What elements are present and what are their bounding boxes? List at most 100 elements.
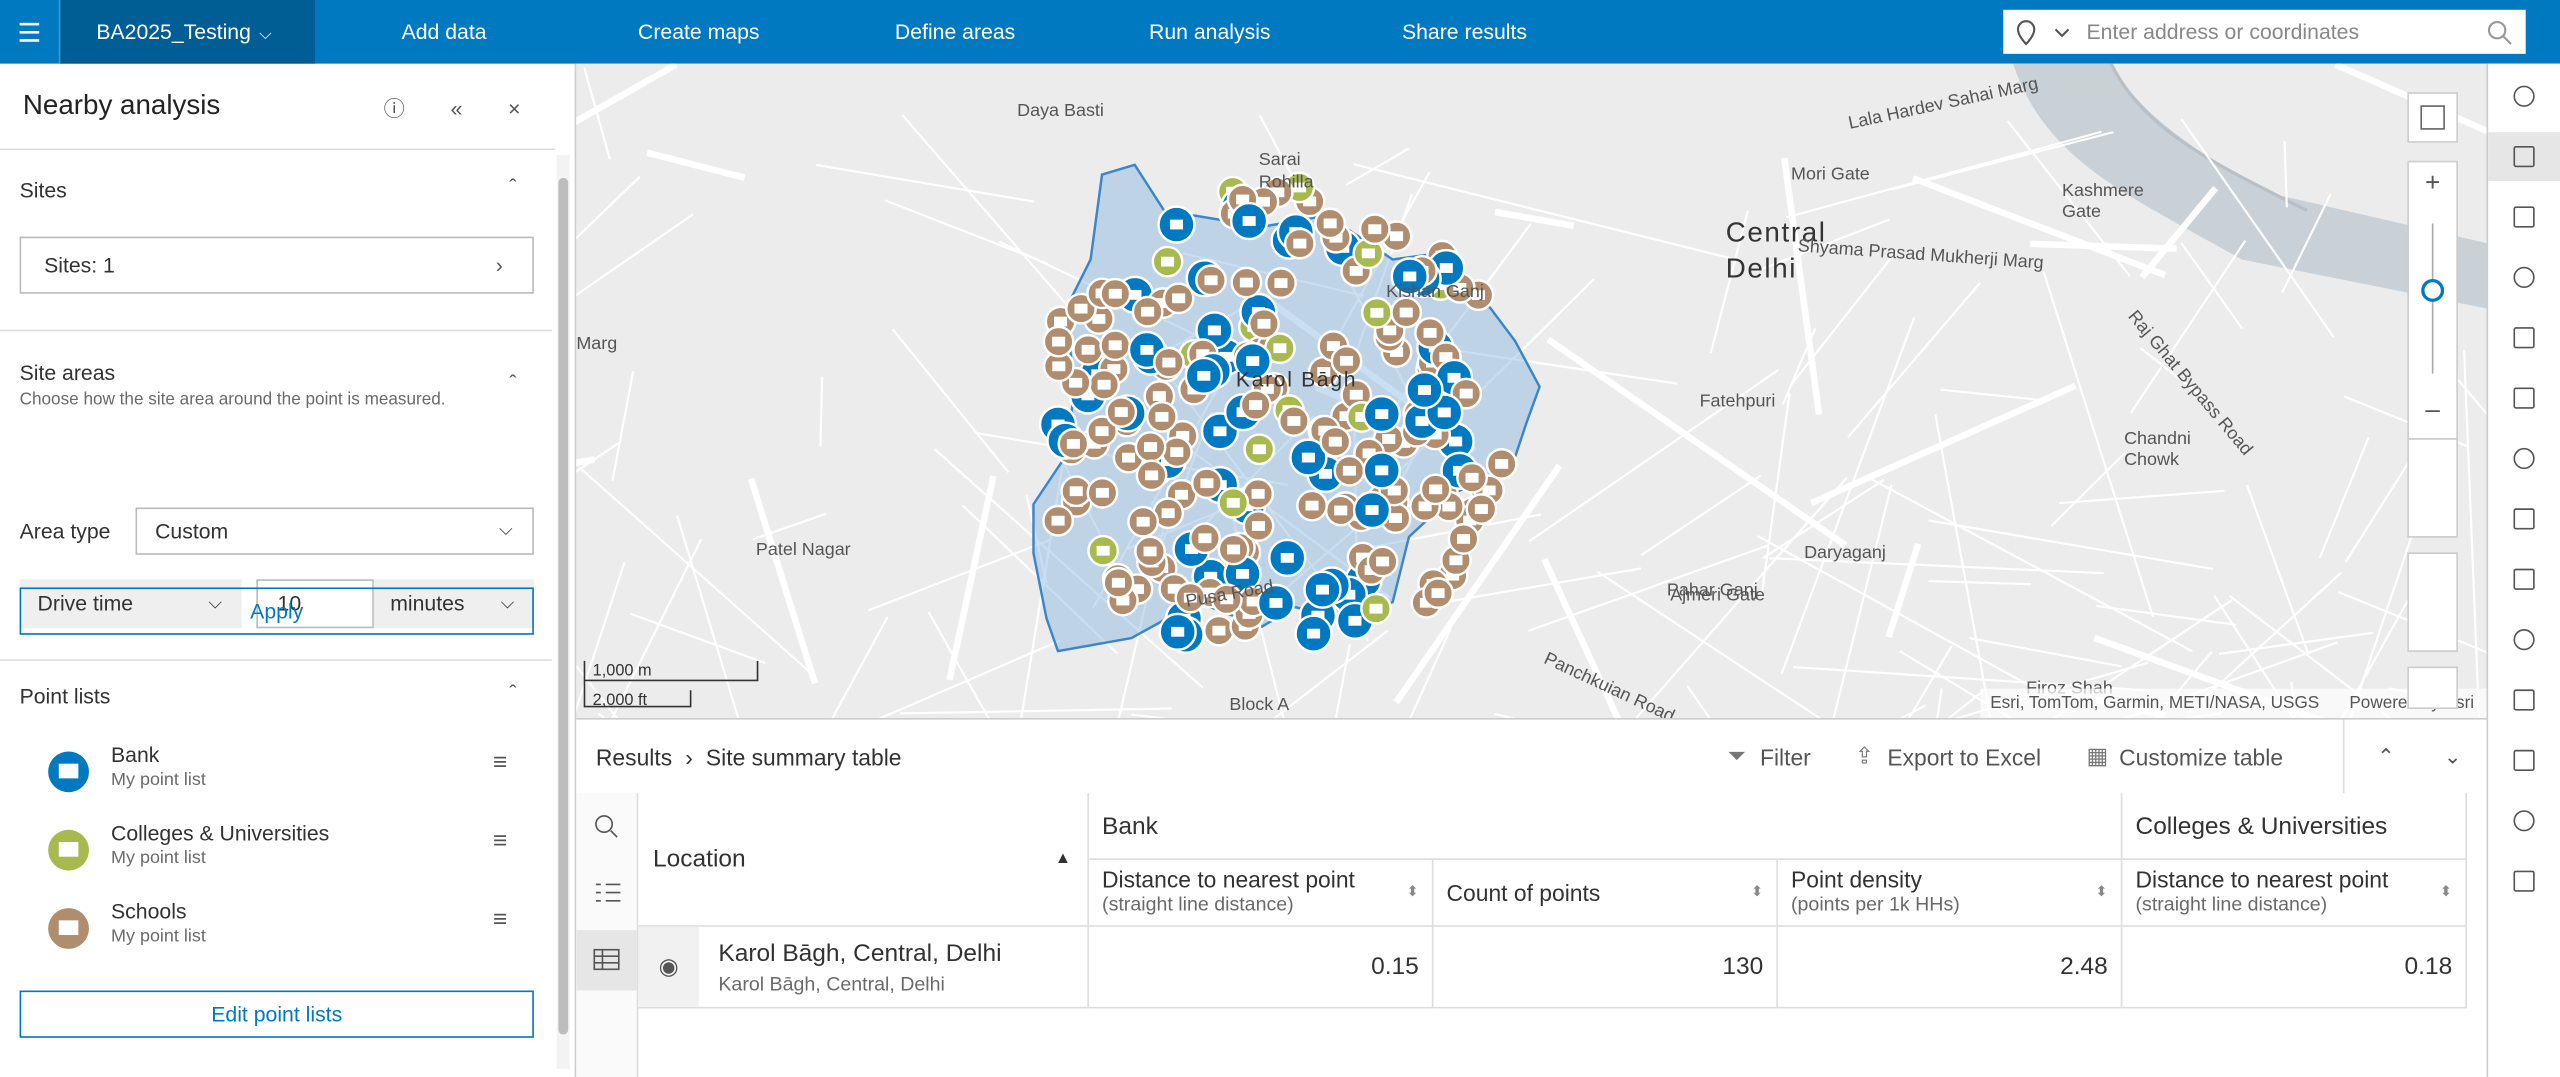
tool-icon[interactable] — [2513, 206, 2535, 228]
map-controls[interactable]: + – — [2407, 92, 2458, 710]
poi-glyph — [1375, 465, 1389, 476]
tool-icon[interactable] — [2513, 266, 2535, 289]
nav-item[interactable]: Add data — [401, 19, 487, 45]
point-list-menu[interactable]: ≡ — [493, 827, 508, 856]
poi-glyph — [1152, 391, 1166, 401]
attribution: Esri, TomTom, Garmin, METI/NASA, USGS — [1990, 692, 2319, 712]
poi-glyph — [1226, 497, 1240, 508]
road — [899, 707, 1172, 715]
location-header[interactable]: Location ▲ — [638, 793, 1089, 927]
project-selector[interactable]: BA2025_Testing ⌵ — [60, 0, 316, 64]
scrollbar[interactable] — [556, 155, 570, 1069]
area-type-select[interactable]: Custom ⌵ — [135, 507, 534, 555]
edit-point-lists-button[interactable]: Edit point lists — [19, 990, 534, 1038]
sort-icon: ⬍ — [1406, 882, 1419, 900]
road — [1546, 336, 1848, 549]
map-label: Delhi — [1726, 252, 1797, 283]
poi-glyph — [1417, 385, 1431, 395]
road — [2218, 631, 2374, 655]
road — [1760, 393, 1791, 598]
column-header[interactable]: Distance to nearest point (straight line … — [1088, 859, 1434, 927]
point-list-menu[interactable]: ≡ — [493, 748, 508, 777]
table-tools[interactable] — [576, 793, 639, 1077]
row-location[interactable]: ◉ Karol Bāgh, Central, Delhi Karol Bāgh, C… — [638, 926, 1089, 1009]
map-label: Fatehpuri — [1700, 390, 1776, 410]
search-box[interactable]: Enter address or coordinates — [2003, 9, 2526, 54]
road — [1969, 637, 2122, 668]
action-button[interactable]: Filter — [1759, 744, 1811, 771]
point-list-sub: My point list — [111, 770, 206, 790]
poi-glyph — [1271, 187, 1285, 198]
sort-icon: ▲ — [1054, 850, 1072, 869]
nav-item[interactable]: Create maps — [638, 19, 760, 45]
column-header[interactable]: Distance to nearest point (straight line … — [2122, 859, 2467, 927]
tool-icon[interactable] — [2513, 749, 2535, 772]
icon-glyph — [58, 920, 79, 936]
svg-text:–: – — [2425, 394, 2440, 424]
poi-glyph — [1342, 589, 1356, 600]
road — [1334, 643, 1351, 718]
tool-icon[interactable] — [2513, 327, 2535, 349]
row-icon: ◉ — [638, 926, 699, 1007]
poi-glyph — [1252, 444, 1266, 455]
breadcrumb-results[interactable]: Results — [595, 744, 673, 771]
tool-icon[interactable] — [2513, 689, 2535, 711]
action-button[interactable]: Customize table — [2119, 744, 2284, 771]
panel-controls[interactable]: ⓘ«× — [383, 96, 567, 121]
tool-icon[interactable] — [2513, 85, 2535, 107]
poi-glyph — [1449, 436, 1463, 447]
sites-heading: Sites — [19, 177, 67, 203]
poi-glyph — [1355, 412, 1369, 422]
tool-icon[interactable] — [2513, 810, 2535, 832]
column-header[interactable]: Point density (points per 1k HHs) ⬍ — [1777, 859, 2123, 927]
tool-icon[interactable] — [2513, 508, 2535, 530]
search-icons — [2016, 20, 2070, 46]
tool-icon[interactable] — [2513, 447, 2535, 470]
search-glass — [2487, 20, 2512, 45]
nav-item[interactable]: Run analysis — [1149, 19, 1271, 45]
column-header[interactable]: Count of points ⬍ — [1433, 859, 1778, 927]
poi-glyph — [1140, 345, 1154, 355]
tool-icon[interactable] — [2513, 629, 2535, 651]
map-label: Rohilla — [1259, 172, 1314, 192]
poi-glyph — [1349, 266, 1363, 276]
poi-glyph — [1183, 592, 1197, 603]
poi-glyph — [1212, 625, 1226, 636]
sites-button[interactable]: Sites: 1 › — [19, 236, 534, 294]
nav-item[interactable]: Share results — [1401, 19, 1528, 45]
tool-icon[interactable] — [2513, 568, 2535, 590]
poi-glyph — [1465, 472, 1479, 483]
poi-glyph — [1439, 352, 1453, 362]
point-list-name: Colleges & Universities — [111, 820, 330, 846]
road — [1709, 210, 1749, 354]
toolbar-icons[interactable] — [2488, 64, 2560, 913]
road — [1494, 208, 1575, 229]
tool-icon[interactable] — [2513, 387, 2535, 409]
menu-button[interactable] — [0, 0, 61, 64]
road — [2283, 141, 2288, 208]
poi-glyph — [1130, 584, 1144, 595]
road — [2059, 489, 2225, 505]
poi-glyph — [1495, 459, 1509, 469]
poi-glyph — [1303, 196, 1317, 207]
row-value: 130 — [1433, 926, 1778, 1009]
road — [819, 376, 824, 447]
tool-icon[interactable] — [2513, 870, 2535, 892]
road — [1273, 629, 1389, 718]
poi-glyph — [1269, 598, 1283, 608]
nav-item[interactable]: Define areas — [894, 19, 1016, 45]
map-label: Marg — [576, 333, 617, 353]
point-list-menu[interactable]: ≡ — [493, 905, 508, 934]
road — [946, 475, 997, 681]
map-label: Central — [1726, 217, 1827, 248]
apply-button[interactable]: Apply — [19, 587, 534, 635]
panel-toggles[interactable]: ⌃ ⌄ — [2342, 719, 2488, 794]
action-button[interactable]: Export to Excel — [1887, 744, 2042, 771]
poi-glyph — [1207, 325, 1221, 336]
road — [1781, 157, 1823, 415]
sites-section: Sites ˆ Sites: 1 › — [0, 155, 552, 327]
poi-glyph — [1369, 603, 1383, 614]
tool-icon[interactable] — [2513, 146, 2535, 168]
